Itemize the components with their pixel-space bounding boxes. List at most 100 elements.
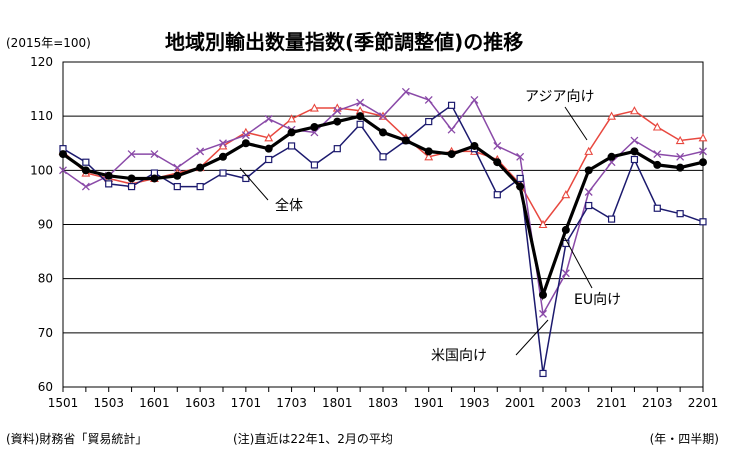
x-tick-label: 2103 xyxy=(642,396,673,410)
data-point xyxy=(104,171,113,180)
data-point xyxy=(150,174,159,183)
x-axis-ticks: 1501 1503 1601 1603 1701 1703 1801 1803 1901 1903… xyxy=(48,387,719,410)
period-note: (年・四半期) xyxy=(649,432,719,446)
data-point xyxy=(447,150,456,159)
data-point xyxy=(561,225,570,234)
data-point xyxy=(607,111,616,120)
data-point xyxy=(493,141,502,150)
data-point xyxy=(196,147,205,156)
data-point xyxy=(447,125,456,134)
data-point xyxy=(287,114,296,123)
data-point xyxy=(424,95,433,104)
data-point xyxy=(333,117,342,126)
x-tick-label: 1501 xyxy=(48,396,79,410)
source-note: (資料)財務省「貿易統計」 xyxy=(6,432,148,446)
data-point xyxy=(653,150,662,159)
series-label: アジア向け xyxy=(525,89,594,105)
data-point xyxy=(219,152,227,161)
data-point xyxy=(630,147,639,156)
y-tick-label: 110 xyxy=(30,109,53,123)
data-point xyxy=(356,112,365,121)
data-point xyxy=(653,204,661,212)
data-point xyxy=(379,153,387,161)
data-point xyxy=(516,152,525,161)
data-point xyxy=(584,188,593,196)
data-point xyxy=(676,210,684,218)
data-point xyxy=(127,174,136,183)
data-point xyxy=(150,150,159,159)
data-point xyxy=(470,141,479,150)
y-tick-label: 90 xyxy=(38,218,53,232)
series-1 xyxy=(59,87,707,318)
data-point xyxy=(493,158,502,167)
label-leader-line xyxy=(564,237,593,289)
data-point xyxy=(630,136,639,145)
label-leader-line xyxy=(564,106,588,141)
data-point xyxy=(447,101,456,109)
data-point xyxy=(630,106,639,115)
data-point xyxy=(265,155,273,164)
y-tick-label: 100 xyxy=(30,163,53,177)
footnote: (注)直近は22年1、2月の平均 xyxy=(233,432,393,446)
x-tick-label: 1903 xyxy=(459,396,490,410)
data-point xyxy=(401,87,410,96)
data-point xyxy=(81,166,90,175)
x-tick-label: 2101 xyxy=(596,396,627,410)
series-layer xyxy=(58,87,708,378)
data-point xyxy=(539,290,547,299)
series-3 xyxy=(59,112,707,301)
data-point xyxy=(539,369,547,378)
data-point xyxy=(333,145,341,153)
x-tick-label: 2201 xyxy=(688,396,719,410)
x-tick-label: 1503 xyxy=(93,396,124,410)
data-point xyxy=(59,166,67,175)
data-point xyxy=(356,98,365,107)
data-point xyxy=(607,215,616,223)
data-point xyxy=(379,112,387,121)
chart-title: 地域別輸出数量指数(季節調整値)の推移 xyxy=(165,30,524,54)
x-tick-label: 1801 xyxy=(322,396,353,410)
series-label: EU向け xyxy=(574,292,621,308)
x-tick-label: 1701 xyxy=(231,396,262,410)
series-line xyxy=(62,90,704,317)
data-point xyxy=(81,182,90,191)
x-tick-label: 2001 xyxy=(505,396,536,410)
grid-lines xyxy=(63,61,703,388)
data-point xyxy=(310,161,319,169)
data-point xyxy=(287,128,296,137)
data-point xyxy=(173,182,181,191)
data-point xyxy=(424,152,434,161)
series-line xyxy=(62,107,704,226)
data-point xyxy=(173,163,182,172)
y-tick-label: 120 xyxy=(30,55,53,69)
data-point xyxy=(699,147,707,156)
data-point xyxy=(699,158,707,167)
data-point xyxy=(127,150,136,159)
data-point xyxy=(219,139,227,148)
data-point xyxy=(105,180,113,188)
label-leader-line xyxy=(239,167,269,201)
x-tick-label: 1901 xyxy=(413,396,444,410)
series-2 xyxy=(59,101,707,378)
data-point xyxy=(219,169,227,177)
y-tick-label: 70 xyxy=(38,326,53,340)
data-point xyxy=(264,144,273,153)
data-point xyxy=(538,219,548,229)
data-point xyxy=(264,133,274,142)
data-point xyxy=(676,163,685,172)
x-tick-label: 1803 xyxy=(368,396,399,410)
data-point xyxy=(561,190,571,199)
x-tick-label: 1601 xyxy=(139,396,170,410)
data-point xyxy=(516,174,524,183)
data-point xyxy=(652,122,662,131)
data-point xyxy=(196,182,204,191)
data-point xyxy=(653,160,662,169)
data-point xyxy=(516,182,525,191)
label-leader-line xyxy=(515,319,549,356)
series-label: 全体 xyxy=(275,197,303,214)
data-point xyxy=(196,163,205,172)
data-point xyxy=(173,171,182,180)
data-point xyxy=(676,152,685,161)
